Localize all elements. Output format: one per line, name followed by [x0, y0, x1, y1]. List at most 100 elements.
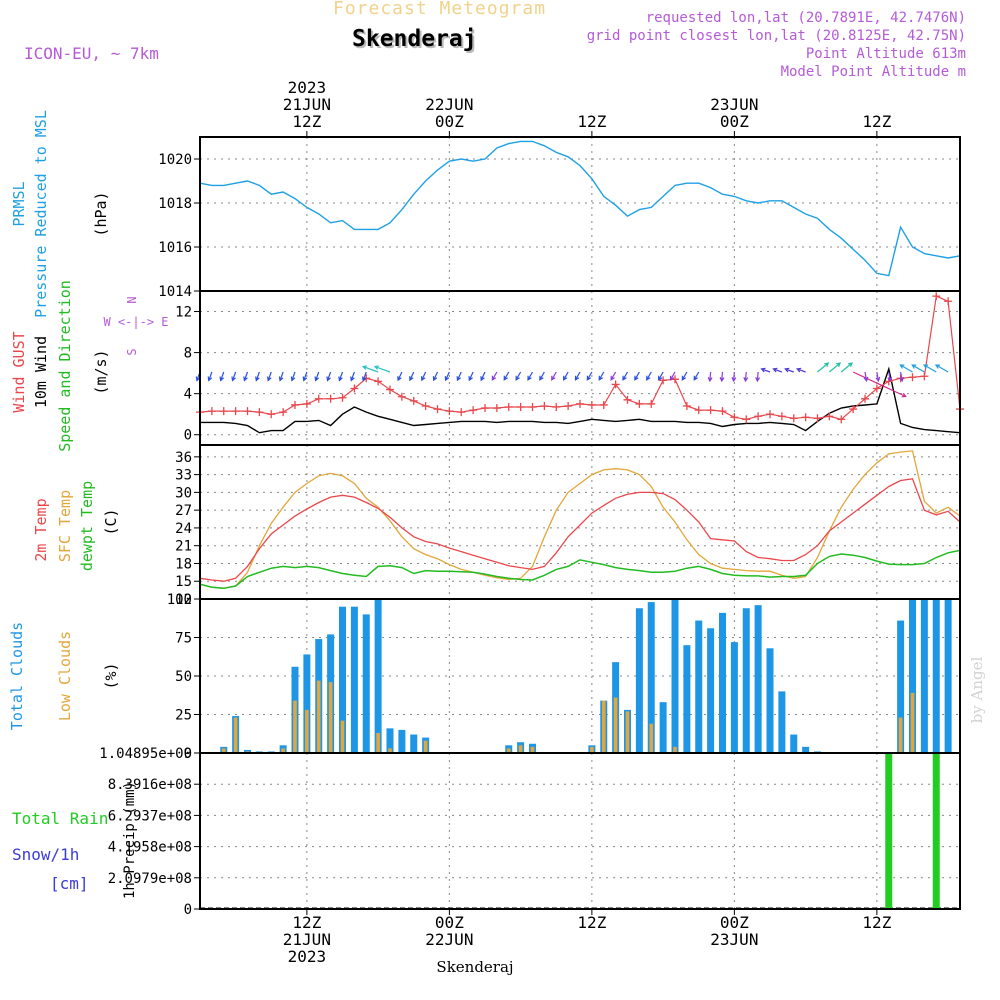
wind-direction-arrow [468, 371, 474, 381]
gust-marker [647, 399, 656, 408]
wind-direction-arrow [362, 365, 379, 373]
wind-direction-arrow [610, 371, 617, 381]
gust-marker [552, 403, 561, 412]
gust-marker [742, 415, 751, 424]
gust-marker [528, 403, 537, 412]
wind-arrow-head [219, 376, 225, 382]
wind-arrow-head [681, 375, 687, 381]
compass-west-east: W <-|-> E [103, 315, 168, 329]
total-cloud-bar [719, 612, 726, 753]
temp-unit-label: (C) [102, 508, 120, 535]
wind-direction-arrow [923, 364, 937, 373]
wind-arrow-head [562, 375, 568, 381]
gust-marker [635, 399, 644, 408]
wind-direction-arrow [900, 364, 913, 373]
y-tick-label: 25 [175, 708, 192, 724]
wind-direction-arrow [445, 371, 450, 381]
gust-marker [350, 384, 359, 393]
total-cloud-bar [897, 620, 905, 753]
top-time-label: 00Z [435, 112, 464, 131]
gust-marker [694, 406, 703, 415]
wind-direction-arrow [669, 371, 676, 381]
wind-direction-arrow [773, 368, 783, 373]
wind-arrow-head [302, 376, 308, 382]
low-cloud-bar [305, 709, 309, 753]
wind-arrow-head [207, 376, 213, 382]
gust-marker [326, 394, 335, 403]
wind-direction-arrow [852, 371, 906, 398]
wind-arrow-head [784, 367, 790, 373]
total-cloud-bar [671, 599, 679, 753]
wind-arrow-head [491, 375, 497, 381]
wind-direction-arrow [756, 371, 759, 382]
wind-direction-arrow [503, 371, 510, 381]
wind-arrow-head [923, 364, 929, 369]
top-time-label: 12Z [862, 112, 891, 131]
model-altitude: Model Point Altitude m [780, 64, 966, 80]
y-tick-label: 1020 [158, 152, 192, 168]
y-tick-label: 1016 [158, 240, 192, 256]
wind-arrow-head [760, 367, 766, 373]
model-label: ICON-EU, ~ 7km [24, 44, 159, 63]
wind-arrow-head [314, 376, 320, 382]
wind-direction-arrow [721, 371, 724, 382]
wind-arrow-head [899, 376, 905, 383]
wind-10m-label: 10m Wind [32, 336, 50, 408]
low-cloud-bar [518, 745, 523, 753]
wind-direction-arrow [563, 371, 569, 381]
gust-marker [279, 408, 288, 417]
wind-arrow-head [574, 375, 580, 381]
wind-direction-arrow [876, 371, 880, 381]
wind-gust-label: Wind GUST [10, 331, 28, 412]
gust-marker [219, 407, 228, 416]
gust-marker [492, 404, 501, 413]
wind-direction-arrow [646, 371, 652, 381]
y-tick-label: 1.04895e+09 [99, 746, 192, 762]
gust-marker [243, 407, 252, 416]
wind-arrow-head [397, 376, 402, 382]
wind-arrow-head [243, 376, 248, 382]
gust-marker [314, 394, 323, 403]
low-cloud-bar [910, 692, 915, 753]
gust-marker [291, 400, 299, 409]
total-rain-label: Total Rain [12, 809, 108, 828]
pressure-unit-label: (hPa) [92, 191, 110, 236]
wind-direction-arrow [551, 371, 557, 381]
total-cloud-bar [944, 599, 952, 753]
y-tick-label: 18 [175, 556, 192, 572]
gust-marker [255, 408, 264, 417]
wind-arrow-head [231, 376, 236, 382]
wind-arrow-head [420, 376, 426, 382]
t2m-line [199, 478, 961, 582]
gust-marker [754, 412, 763, 421]
wind-direction-arrow [421, 371, 427, 381]
wind-direction-arrow [935, 364, 949, 373]
gust-marker [718, 407, 727, 416]
gust-marker [207, 407, 216, 416]
wind-direction-arrow [888, 371, 891, 381]
wind-arrow-head [901, 392, 907, 398]
bottom-time-label: 12Z [862, 913, 891, 932]
wind-arrow-head [409, 376, 414, 382]
gust-marker [944, 297, 953, 306]
wind-direction-arrow [744, 371, 747, 382]
panel-frame-temperature [199, 444, 961, 600]
wind-arrow-head [373, 365, 380, 370]
wind-arrow-head [836, 362, 842, 367]
total-cloud-bar [909, 599, 916, 753]
wind-arrow-head [657, 375, 663, 381]
y-tick-label: 0 [184, 746, 192, 762]
y-tick-label: 1018 [158, 196, 192, 212]
wind-arrow-head [266, 376, 272, 382]
total-cloud-bar [920, 599, 928, 753]
total-cloud-bar [683, 645, 691, 753]
precip-bar [885, 753, 893, 909]
wind-arrow-head [899, 364, 905, 369]
total-cloud-bar [398, 729, 406, 753]
low-cloud-bar [898, 717, 903, 753]
gust-marker [302, 399, 311, 408]
wind-direction-arrow [255, 371, 260, 381]
wind-direction-arrow [480, 371, 486, 381]
wind-arrow-head [255, 376, 260, 382]
total-cloud-bar [707, 628, 715, 753]
